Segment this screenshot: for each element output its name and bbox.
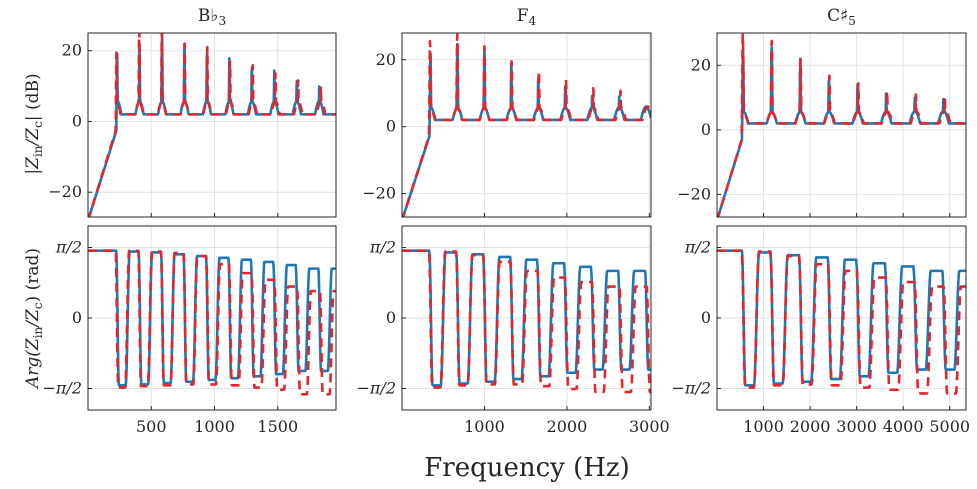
curves (402, 249, 651, 394)
frequency-axis-label: Frequency (Hz) (424, 453, 630, 483)
dashed-series-line (402, 249, 651, 394)
curves (402, 33, 651, 217)
axes-frame (87, 32, 337, 218)
panel-title: C♯5 (827, 6, 856, 28)
y-tick-label: −π/2 (672, 378, 712, 397)
x-tick-label: 1000 (743, 417, 784, 436)
magnitude-axis-label: |Zin​/Zc​| (dB) (23, 73, 45, 174)
y-tick-label: 20 (376, 50, 396, 69)
panel-title: F4 (517, 6, 537, 28)
y-tick-label: 0 (701, 308, 711, 327)
y-tick-label: −20 (362, 184, 396, 203)
y-tick-label: π/2 (369, 238, 396, 257)
phase-panel-1: 1000 2000 3000 −π/2 0 π/2 (357, 225, 670, 436)
solid-series-line (88, 38, 336, 217)
magnitude-panel-2: −20 0 20 C♯5 (677, 6, 967, 218)
y-tick-label: 0 (386, 308, 396, 327)
x-tick-label: 3000 (629, 417, 670, 436)
panels-layer: −20 0 20 B♭3 −20 0 20 F4 −20 0 20 C♯5 500 1000 1500 −π/… (43, 6, 971, 436)
phase-axis-label: Arg(Zin​/Zc​) (rad) (23, 248, 45, 390)
y-tick-label: 20 (62, 41, 82, 60)
x-tick-label: 1000 (194, 417, 235, 436)
x-tick-label: 2000 (790, 417, 831, 436)
y-tick-label: 0 (72, 111, 82, 130)
y-tick-label: π/2 (55, 238, 82, 257)
x-tick-label: 5000 (929, 417, 970, 436)
y-tick-label: −π/2 (357, 378, 397, 397)
phase-panel-2: 1000 2000 3000 4000 5000 −π/2 0 π/2 (672, 225, 970, 436)
phase-panel-0: 500 1000 1500 −π/2 0 π/2 (43, 225, 337, 436)
curves (88, 249, 336, 396)
dashed-series-line (88, 249, 336, 396)
dashed-series-line (402, 33, 651, 217)
y-tick-label: −π/2 (43, 378, 83, 397)
curves (717, 249, 966, 395)
dashed-series-line (88, 33, 336, 217)
x-tick-label: 1500 (257, 417, 298, 436)
y-tick-label: 0 (386, 117, 396, 136)
magnitude-panel-0: −20 0 20 B♭3 (48, 6, 337, 218)
dashed-series-line (717, 249, 966, 395)
x-tick-label: 3000 (836, 417, 877, 436)
panel-title: B♭3 (198, 6, 226, 28)
curves (88, 33, 336, 217)
y-tick-label: −20 (677, 184, 711, 203)
x-tick-label: 500 (136, 417, 167, 436)
dashed-series-line (717, 33, 966, 217)
y-tick-label: π/2 (684, 238, 711, 257)
x-tick-label: 1000 (464, 417, 505, 436)
x-tick-label: 4000 (883, 417, 924, 436)
axes-frame (401, 32, 652, 218)
y-tick-label: 20 (691, 55, 711, 74)
y-tick-label: −20 (48, 182, 82, 201)
y-tick-label: 0 (701, 120, 711, 139)
magnitude-panel-1: −20 0 20 F4 (362, 6, 652, 218)
x-tick-label: 2000 (547, 417, 588, 436)
axes-frame (716, 32, 967, 218)
y-tick-label: 0 (72, 308, 82, 327)
curves (717, 33, 966, 217)
